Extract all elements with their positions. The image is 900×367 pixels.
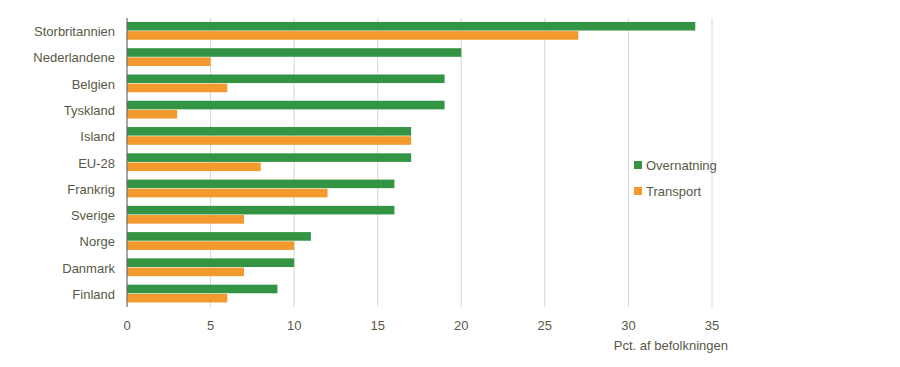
tick-label: 35 bbox=[705, 318, 719, 333]
bar bbox=[127, 294, 227, 303]
category-label: Danmark bbox=[62, 261, 115, 276]
category-label: Sverige bbox=[71, 208, 115, 223]
tick-label: 20 bbox=[454, 318, 468, 333]
bar bbox=[127, 136, 411, 145]
category-label: Nederlandene bbox=[33, 50, 115, 65]
axis-line bbox=[126, 18, 127, 307]
bar bbox=[127, 74, 445, 83]
bar bbox=[127, 153, 411, 162]
axis-title: Pct. af befolkningen bbox=[614, 338, 728, 353]
bar bbox=[127, 206, 394, 215]
bar bbox=[127, 163, 261, 172]
grid-line bbox=[628, 18, 629, 307]
category-label: Belgien bbox=[72, 77, 115, 92]
bar bbox=[127, 127, 411, 136]
category-label: Norge bbox=[80, 234, 115, 249]
bar bbox=[127, 215, 244, 224]
category-label: Frankrig bbox=[67, 182, 115, 197]
tick-label: 30 bbox=[621, 318, 635, 333]
bar bbox=[127, 189, 328, 198]
bars bbox=[127, 22, 695, 303]
tick-label: 5 bbox=[207, 318, 214, 333]
grid-line bbox=[544, 18, 545, 307]
category-label: EU-28 bbox=[78, 156, 115, 171]
bar bbox=[127, 241, 294, 250]
bar bbox=[127, 22, 695, 31]
bar bbox=[127, 258, 294, 267]
tick-label: 25 bbox=[538, 318, 552, 333]
category-label: Island bbox=[80, 129, 115, 144]
bar bbox=[127, 101, 445, 110]
legend-swatch bbox=[634, 161, 642, 169]
bar bbox=[127, 84, 227, 93]
bar bbox=[127, 180, 394, 189]
tick-label: 0 bbox=[123, 318, 130, 333]
category-label: Storbritannien bbox=[34, 24, 115, 39]
bar bbox=[127, 48, 461, 57]
grid-line bbox=[461, 18, 462, 307]
bar bbox=[127, 268, 244, 277]
bar bbox=[127, 285, 277, 294]
legend-swatch bbox=[634, 187, 642, 195]
bar bbox=[127, 57, 211, 66]
legend-label: Transport bbox=[646, 184, 702, 199]
bar bbox=[127, 232, 311, 241]
legend-label: Overnatning bbox=[646, 158, 717, 173]
category-label: Finland bbox=[72, 287, 115, 302]
bar bbox=[127, 110, 177, 119]
grid-line bbox=[377, 18, 378, 307]
tick-label: 15 bbox=[370, 318, 384, 333]
tick-label: 10 bbox=[287, 318, 301, 333]
bar bbox=[127, 31, 578, 40]
chart: 0 5 10 15 20 25 30 35 Storbritannien Nederlandene… bbox=[0, 0, 900, 367]
category-label: Tyskland bbox=[64, 103, 115, 118]
